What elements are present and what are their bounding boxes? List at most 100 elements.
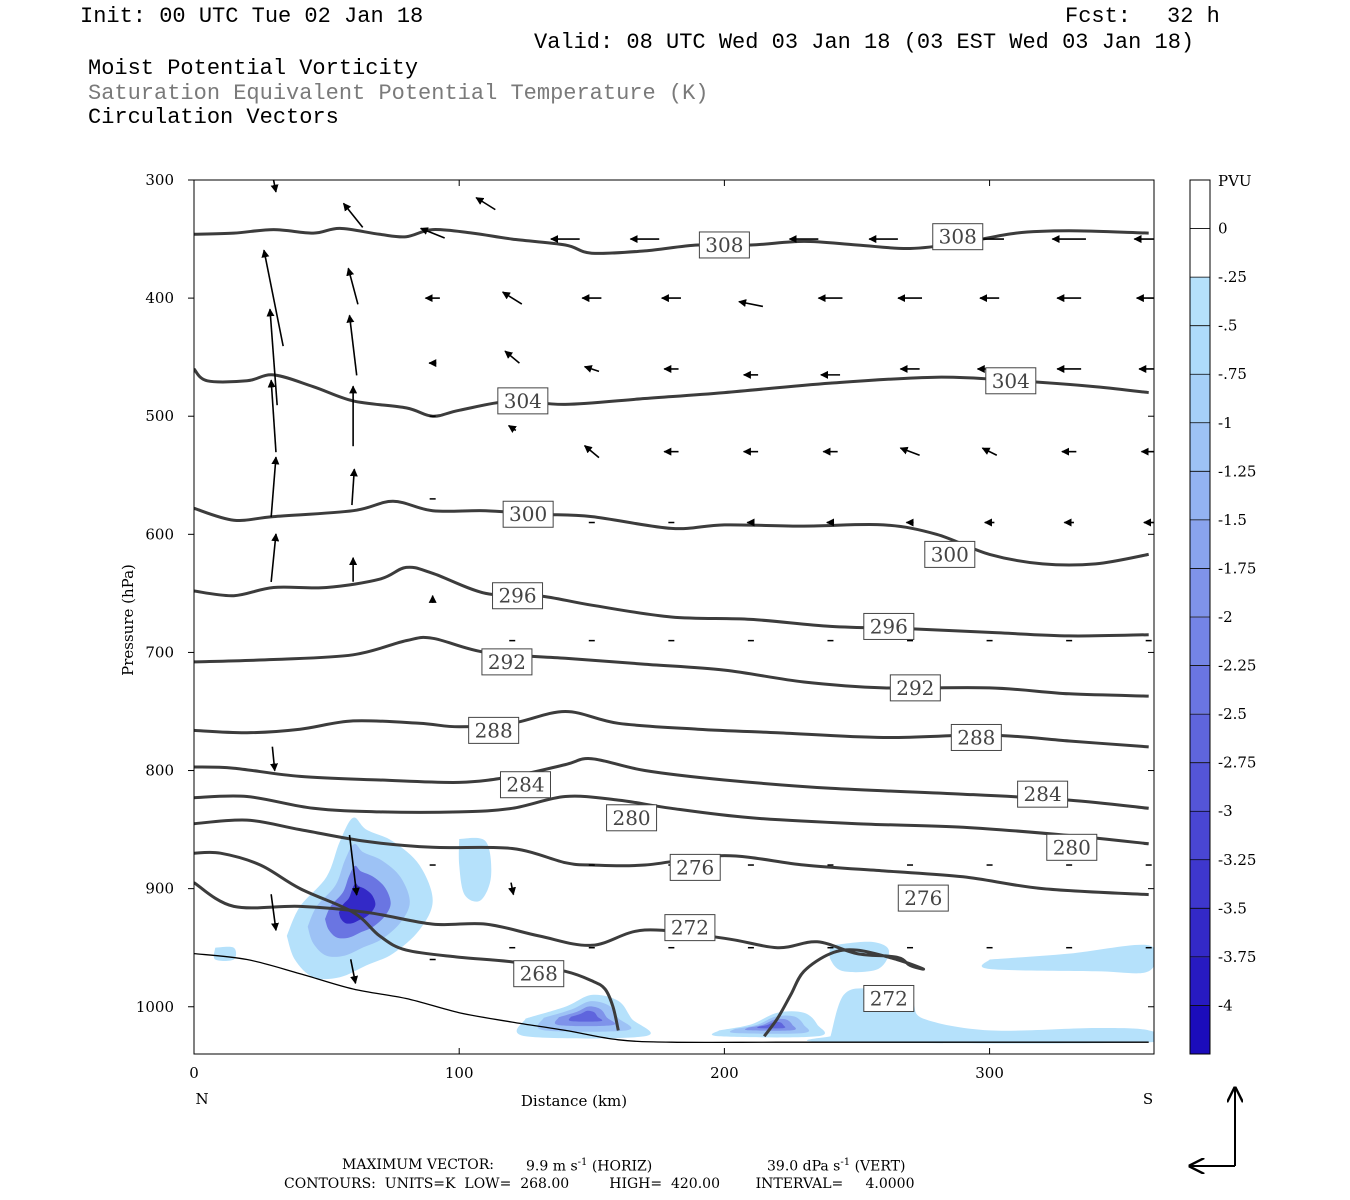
- colorbar-swatch: [1189, 1005, 1211, 1055]
- field-title-2: Saturation Equivalent Potential Temperat…: [88, 81, 709, 106]
- contour-label: 276: [676, 855, 714, 879]
- y-tick-label: 900: [145, 880, 174, 898]
- colorbar-swatch: [1189, 908, 1211, 958]
- vert-value-text: 39.0 dPa s: [767, 1158, 841, 1175]
- field-title-3: Circulation Vectors: [88, 105, 339, 130]
- y-tick-label: 600: [145, 525, 174, 543]
- colorbar-swatch: [1189, 276, 1211, 326]
- reference-vector: [1190, 1088, 1235, 1166]
- contour-268: [194, 850, 620, 1031]
- colorbar-label: -.25: [1218, 268, 1247, 286]
- horiz-value-text: 9.9 m s: [526, 1158, 578, 1175]
- y-axis-label: Pressure (hPa): [119, 564, 137, 676]
- contour-label: 300: [509, 502, 547, 526]
- colorbar-label: -3.75: [1218, 948, 1256, 966]
- contour-308: [194, 226, 1149, 255]
- colorbar-label: -3.25: [1218, 851, 1256, 869]
- colorbar-label: -1.25: [1218, 462, 1256, 480]
- x-end-label-north: N: [195, 1090, 208, 1108]
- colorbar-unit: PVU: [1218, 172, 1252, 190]
- colorbar-label: -2.75: [1218, 754, 1256, 772]
- colorbar-label: 0: [1218, 220, 1228, 238]
- colorbar-label: -4: [1218, 996, 1233, 1014]
- colorbar-swatch: [1189, 228, 1211, 278]
- circulation-vector: [583, 365, 600, 373]
- x-axis-label: Distance (km): [521, 1092, 627, 1110]
- circulation-vector: [346, 267, 359, 305]
- pv-shading-outer-5: [807, 988, 1154, 1044]
- contour-label-box: [669, 853, 721, 881]
- colorbar-label: -.75: [1218, 365, 1247, 383]
- forecast-value: 32 h: [1167, 4, 1220, 29]
- contour-288: [194, 709, 1149, 749]
- contour-label-box: [499, 771, 551, 799]
- contour-label-box: [1017, 780, 1069, 808]
- contour-296: [194, 565, 1149, 638]
- circulation-vector: [267, 379, 277, 453]
- contour-label: 276: [904, 886, 942, 910]
- contour-label-box: [863, 612, 915, 640]
- colorbar-swatch: [1189, 519, 1211, 569]
- contour-300: [194, 499, 1149, 567]
- contour-label: 296: [870, 614, 908, 638]
- contour-label-box: [606, 804, 658, 832]
- colorbar-swatch: [1189, 471, 1211, 521]
- y-tick-label: 500: [145, 407, 174, 425]
- horiz-unit: (HORIZ): [591, 1158, 653, 1175]
- y-tick-label: 700: [145, 643, 174, 661]
- contour-280: [194, 794, 1149, 846]
- circulation-vector: [270, 456, 280, 518]
- colorbar-label: -3.5: [1218, 899, 1247, 917]
- colorbar-swatch: [1189, 179, 1211, 229]
- colorbar-label: -.5: [1218, 317, 1237, 335]
- contour-label-box: [481, 648, 533, 676]
- contour-label-box: [1046, 833, 1098, 861]
- x-tick-label: 200: [710, 1064, 739, 1082]
- contour-label-box: [897, 884, 949, 912]
- contour-label-box: [698, 231, 750, 259]
- colorbar-label: -1.75: [1218, 559, 1256, 577]
- vert-value: 39.0 dPa s-1 (VERT): [767, 1157, 905, 1175]
- x-tick-label: 300: [975, 1064, 1004, 1082]
- init-time: Init: 00 UTC Tue 02 Jan 18: [80, 4, 424, 29]
- contour-label: 296: [498, 584, 536, 608]
- pv-shading-outer-2: [458, 837, 492, 902]
- contour-label: 304: [992, 369, 1030, 393]
- contour-label: 272: [671, 916, 709, 940]
- contour-label: 308: [939, 225, 977, 249]
- circulation-vector: [270, 894, 279, 932]
- colorbar-swatch: [1189, 956, 1211, 1006]
- contour-label: 284: [1024, 782, 1062, 806]
- contour-label: 304: [504, 389, 542, 413]
- terrain-surface: [194, 952, 1149, 1044]
- circulation-vector: [346, 314, 358, 376]
- contour-label-box: [863, 984, 915, 1012]
- contour-label: 288: [475, 718, 513, 742]
- colorbar-swatch: [1189, 568, 1211, 618]
- colorbar-swatch: [1189, 373, 1211, 424]
- horiz-exponent: -1: [577, 1157, 588, 1168]
- pv-shading-outer-1: [213, 946, 237, 961]
- pv-shading-outer-6: [981, 944, 1154, 974]
- circulation-vector: [981, 447, 998, 456]
- colorbar-swatch: [1189, 422, 1211, 472]
- contour-276: [194, 818, 1149, 897]
- colorbar-label: -2.5: [1218, 705, 1247, 723]
- colorbar-label: -2.25: [1218, 657, 1256, 675]
- field-title-1: Moist Potential Vorticity: [88, 56, 419, 81]
- x-tick-label: 100: [445, 1064, 474, 1082]
- pv-shading-core-3-2: [568, 1010, 603, 1022]
- circulation-vector: [475, 196, 496, 211]
- circulation-vector: [270, 746, 279, 772]
- x-tick-label: 0: [189, 1064, 199, 1082]
- circulation-vector: [508, 882, 516, 896]
- circulation-vector: [261, 249, 284, 347]
- contour-label: 280: [612, 806, 650, 830]
- circulation-vector: [342, 202, 364, 228]
- contour-292: [194, 635, 1149, 698]
- contour-label: 284: [506, 773, 544, 797]
- contour-label: 300: [931, 542, 969, 566]
- contour-label-box: [492, 582, 544, 610]
- contour-label-box: [513, 960, 565, 988]
